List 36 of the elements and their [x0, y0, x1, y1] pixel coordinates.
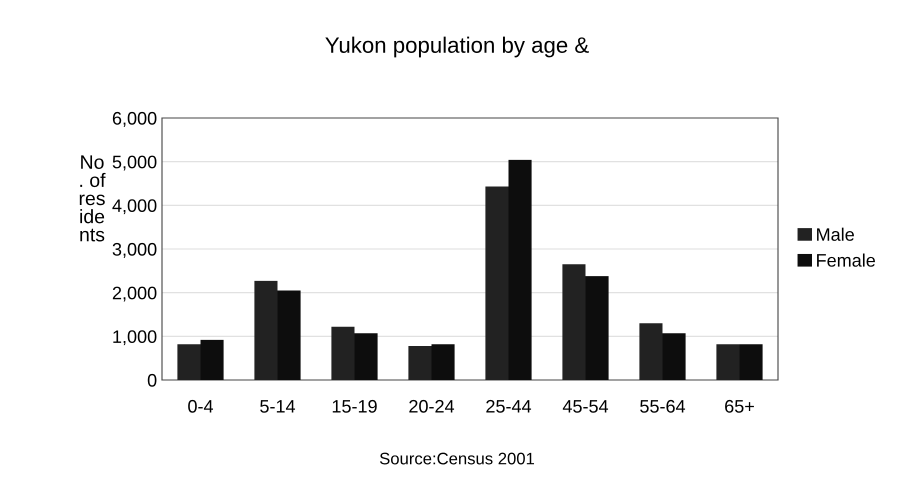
x-tick-label: 5-14 [260, 400, 296, 413]
x-tick-label: 25-44 [486, 400, 532, 413]
x-tick-label: 15-19 [332, 400, 377, 413]
bar [408, 346, 432, 380]
bar [716, 344, 740, 380]
y-tick-label: 4,000 [112, 199, 156, 214]
x-tick-label: 55-64 [640, 400, 686, 413]
x-tick-label: 45-54 [562, 400, 608, 413]
y-tick-label: 5,000 [112, 156, 156, 171]
bar [485, 186, 508, 380]
y-tick-label: 1,000 [113, 330, 156, 346]
bar [278, 290, 301, 380]
bar [432, 344, 455, 380]
legend-label: Male [817, 228, 854, 241]
source-note: Source:Census 2001 [380, 452, 534, 464]
y-axis-title: No . of res ide nts [80, 155, 106, 242]
y-tick-label: 0 [148, 374, 156, 387]
bar [254, 280, 278, 380]
x-tick-label: 65+ [725, 400, 754, 413]
x-tick-label: 0-4 [188, 400, 214, 413]
y-tick-label: 6,000 [112, 112, 156, 127]
legend-label: Female [817, 254, 875, 267]
bar [639, 323, 662, 380]
bar [662, 333, 686, 380]
y-tick-label: 2,000 [112, 286, 156, 302]
x-tick-label: 20-24 [409, 400, 454, 413]
bar [508, 160, 532, 380]
bar [586, 276, 609, 380]
chart-title: Yukon population by age & [325, 36, 589, 58]
bar [740, 344, 763, 380]
y-tick-label: 3,000 [112, 242, 156, 258]
bar [562, 264, 586, 380]
bar [177, 344, 200, 380]
bar [200, 340, 224, 380]
bar [331, 326, 354, 380]
bar [354, 333, 378, 380]
